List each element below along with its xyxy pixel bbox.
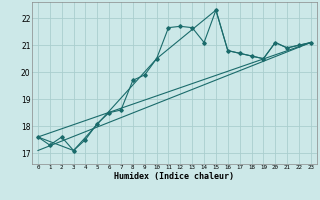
X-axis label: Humidex (Indice chaleur): Humidex (Indice chaleur) bbox=[115, 172, 234, 181]
